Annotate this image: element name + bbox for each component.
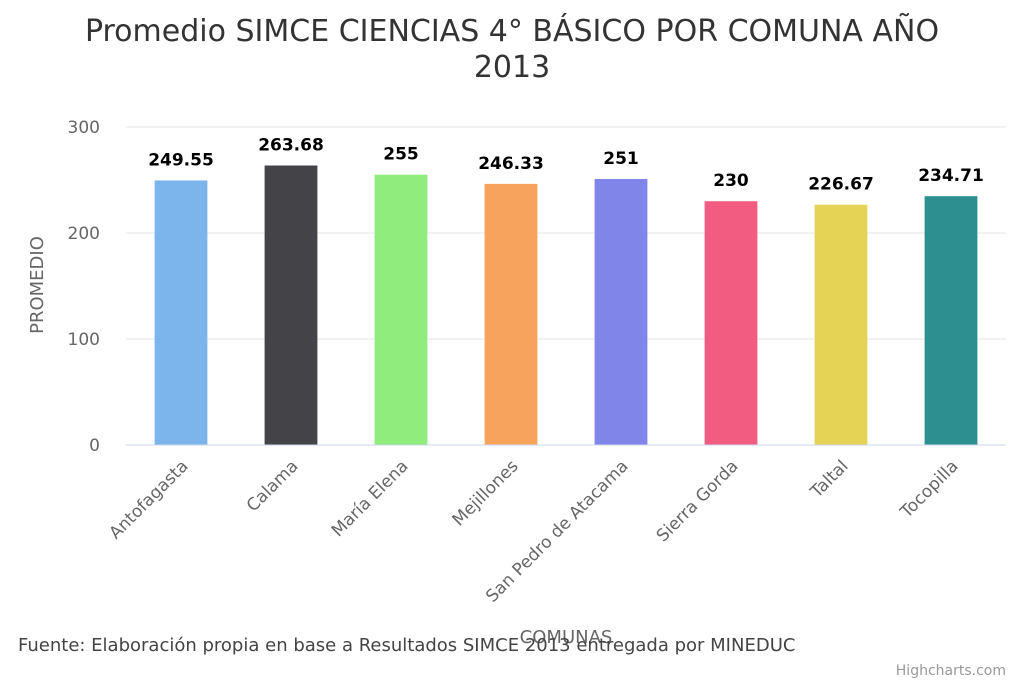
y-tick-label: 100 — [68, 330, 100, 350]
data-label: 249.55 — [148, 150, 214, 170]
x-tick-label: Mejillones — [449, 456, 523, 530]
data-label: 234.71 — [918, 166, 984, 186]
data-label: 226.67 — [808, 175, 874, 195]
x-axis-categories: Antofagasta Calama María Elena MejillonesSa… — [106, 456, 963, 606]
y-axis-title: PROMEDIO — [27, 236, 48, 334]
x-tick-label: Taltal — [806, 456, 852, 502]
data-label: 255 — [383, 145, 419, 165]
bar[interactable] — [924, 196, 978, 445]
x-axis-title: COMUNAS — [520, 627, 613, 648]
x-tick-label: Antofagasta — [106, 456, 193, 543]
source-caption: Fuente: Elaboración propia en base a Res… — [18, 635, 795, 656]
bar[interactable] — [814, 204, 868, 445]
bar[interactable] — [594, 178, 648, 445]
chart-title: Promedio SIMCE CIENCIAS 4° BÁSICO POR CO… — [85, 13, 939, 85]
data-label: 230 — [713, 171, 749, 191]
bar[interactable] — [704, 201, 758, 445]
bar[interactable] — [264, 165, 318, 445]
data-label: 263.68 — [258, 135, 324, 155]
x-tick-label: Calama — [243, 456, 303, 516]
x-tick-label: María Elena — [328, 456, 413, 541]
x-tick-label: Tocopilla — [896, 456, 962, 522]
data-labels: 249.55 263.68 255 246.33 251 230 226.67 234.71 — [147, 134, 986, 196]
gridlines — [126, 126, 1006, 340]
credits-link[interactable]: Highcharts.com — [896, 663, 1006, 679]
bar[interactable] — [154, 180, 208, 446]
chart-title-line-1: Promedio SIMCE CIENCIAS 4° BÁSICO POR CO… — [85, 13, 939, 49]
bar[interactable] — [484, 183, 538, 445]
y-tick-label: 200 — [68, 224, 100, 244]
y-axis-ticks: 0 100 200 300 — [68, 118, 100, 456]
y-tick-label: 0 — [89, 436, 100, 456]
chart-title-line-2: 2013 — [474, 50, 550, 85]
y-tick-label: 300 — [68, 118, 100, 138]
data-label: 251 — [603, 149, 639, 169]
x-tick-label: Sierra Gorda — [653, 456, 743, 546]
bars — [154, 165, 978, 446]
data-label: 246.33 — [478, 154, 544, 174]
bar[interactable] — [374, 174, 428, 445]
